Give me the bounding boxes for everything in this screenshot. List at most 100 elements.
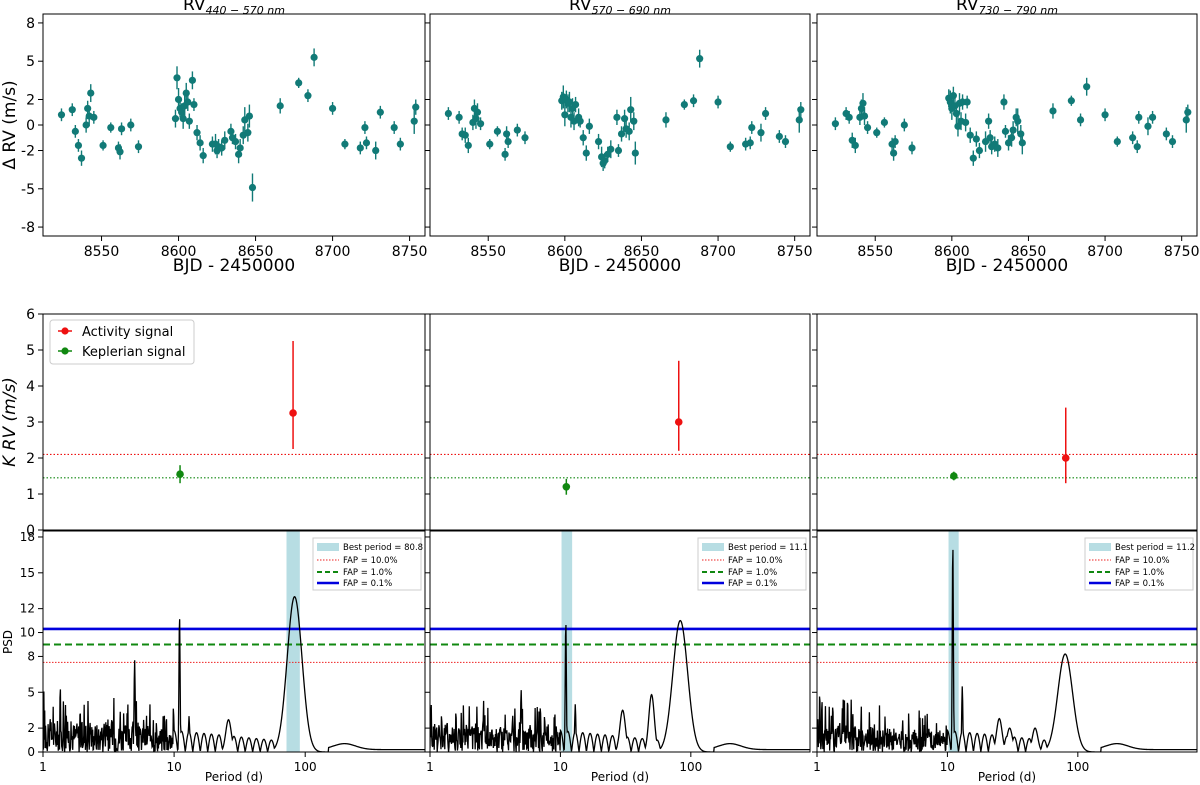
rv-title-2: RV730 − 790 nm [956,0,1058,17]
rv-point [797,106,805,114]
rv-point [171,115,180,123]
keplerian-point [176,470,184,479]
rv-point [761,109,770,118]
psd-frame-1 [429,530,811,753]
legend-fap01-label: FAP = 0.1% [343,579,392,589]
legend-best-period: Best period = 11.2 [1115,543,1195,553]
rv-xtick-label: 8550 [84,244,120,260]
rv-xtick-label: 8700 [700,244,736,260]
k-ytick-label: 2 [26,451,35,467]
rv-point [1135,113,1143,121]
rv-point [185,117,193,125]
legend-band-swatch [317,543,339,551]
psd-xlabel-0: Period (d) [205,770,263,784]
rv-point [908,144,916,152]
rv-xlabel-1: BJD - 2450000 [559,256,681,276]
rv-point [503,130,511,138]
rv-point [1162,130,1170,138]
rv-point [1113,137,1121,146]
psd-xtick-label: 100 [679,760,702,774]
rv-point [680,100,688,109]
rv-point [601,157,609,165]
rv-point [361,123,369,132]
rv-point [310,53,318,61]
psd-curve [817,549,1197,752]
best-period-band [286,531,300,752]
rv-point [188,76,197,84]
rv-point [376,108,384,116]
rv-xtick-label: 8650 [238,244,274,260]
activity-point [1061,454,1070,462]
rv-point [182,89,190,97]
rv-point [328,104,337,113]
title-base: RV [956,0,979,15]
psd-ytick-label: 15 [20,566,35,580]
rv-point [276,102,284,110]
rv-point [795,116,803,124]
rv-point [845,113,853,121]
rv-point [571,100,580,109]
rv-point [87,89,95,97]
psd-frame-0 [42,530,426,753]
rv-point [461,131,469,139]
psd-ylabel: PSD [1,630,15,654]
rv-point [831,120,839,128]
k-frame-2 [816,313,1198,531]
psd-frame-2 [816,530,1198,753]
legend-fap1-label: FAP = 1.0% [728,568,777,578]
rv-point [362,139,371,147]
k-ytick-label: 5 [26,343,35,359]
psd-ytick-label: 18 [20,530,35,544]
rv-point [963,98,971,106]
rv-point [521,134,529,142]
rv-point [748,123,756,132]
rv-title-0: RV440 − 570 nm [183,0,285,17]
rv-point [726,143,734,151]
k-panel-0 [43,341,425,484]
psd-legend-0: Best period = 80.8 FAP = 10.0% FAP = 1.0%F… [312,537,423,591]
k-legend: Activity signal Keplerian signal [49,319,195,365]
psd-ytick-label: 0 [27,745,35,759]
legend-fap1-label: FAP = 1.0% [343,568,392,578]
psd-xtick-label: 100 [1066,760,1089,774]
rv-ytick-label: 8 [26,16,35,32]
rv-point [900,121,908,129]
rv-point [1049,107,1057,115]
rv-frame-2 [816,13,1198,237]
rv-point [244,129,252,137]
legend-activity-label: Activity signal [82,325,173,340]
rv-point [972,135,980,143]
best-period-band [561,531,573,752]
psd-xtick-label: 1 [426,760,434,774]
rv-point [1168,137,1177,146]
title-base: RV [183,0,206,15]
rv-point [757,129,765,137]
psd-panel-2 [817,531,1197,752]
rv-xtick-label: 8650 [624,244,660,260]
legend-box [49,319,195,365]
rv-point [975,146,984,155]
k-panel-2 [817,407,1197,484]
keplerian-point [950,472,958,480]
rv-point [199,152,207,160]
rv-point [221,136,229,144]
legend-keplerian-label: Keplerian signal [82,345,186,360]
rv-ytick-label: 5 [26,54,35,70]
legend-best-period: Best period = 80.8 [343,543,423,553]
rv-point [473,108,482,116]
rv-point [513,126,521,134]
rv-panel-2 [831,77,1192,166]
rv-xtick-label: 8750 [777,244,813,260]
rv-point [304,92,312,100]
rv-point [613,113,621,121]
rv-xlabel-2: BJD - 2450000 [946,256,1068,276]
rv-point [620,115,629,123]
rv-point [966,131,974,139]
rv-point [890,149,898,157]
rv-point [1001,127,1010,135]
k-ytick-label: 3 [26,415,35,431]
rv-point [873,129,881,137]
rv-frame-0 [42,13,426,237]
rv-point [193,129,201,137]
psd-xtick-label: 100 [294,760,317,774]
